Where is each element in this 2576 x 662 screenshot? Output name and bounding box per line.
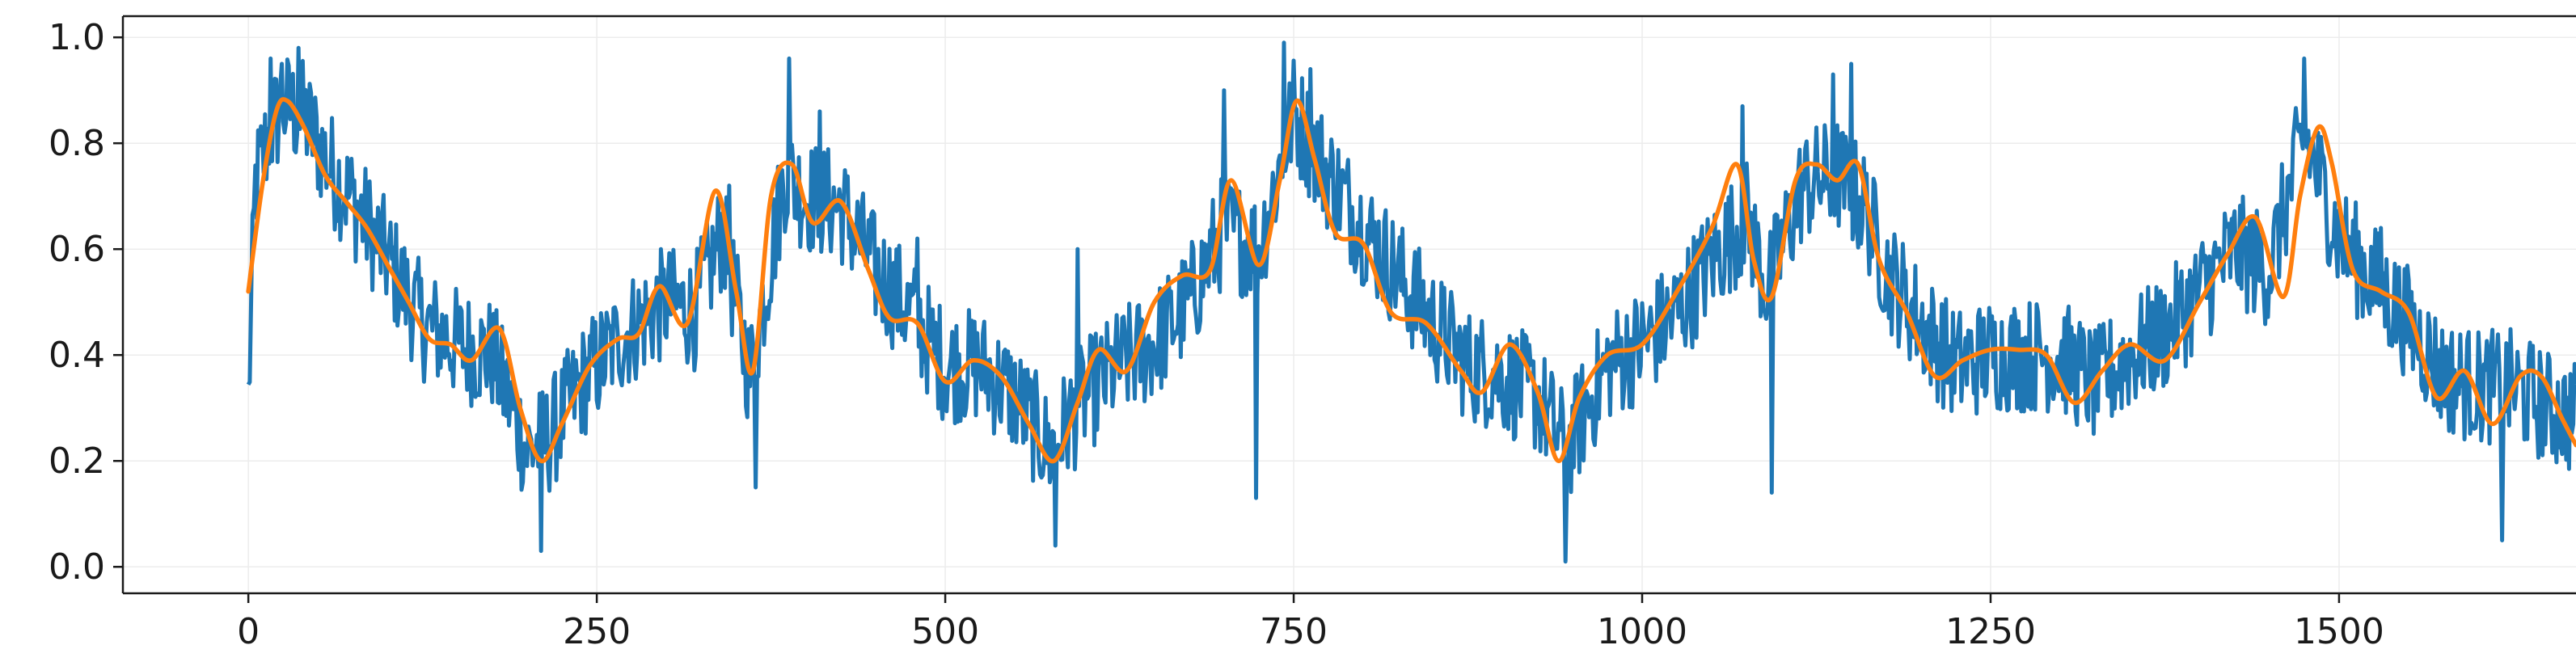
x-tick-label-750: 750 [1260, 611, 1328, 652]
smoothed-series-line [246, 97, 2576, 464]
y-tick-label-0.4: 0.4 [49, 335, 105, 376]
axes [121, 15, 2576, 595]
x-tick-label-0: 0 [237, 611, 260, 652]
y-tick-label-0.2: 0.2 [49, 441, 105, 482]
y-tick-label-0.8: 0.8 [49, 123, 105, 164]
x-tick-label-1500: 1500 [2294, 611, 2384, 652]
y-tick-label-1.0: 1.0 [49, 17, 105, 58]
x-tick-label-250: 250 [563, 611, 631, 652]
x-axis-ticks: 0 250 500 750 1000 1250 1500 [237, 593, 2384, 652]
raw-series [246, 40, 2576, 564]
y-tick-label-0.6: 0.6 [49, 229, 105, 270]
raw-series-line [246, 40, 2576, 564]
x-tick-label-1000: 1000 [1597, 611, 1687, 652]
y-tick-label-0.0: 0.0 [49, 546, 105, 588]
smoothed-series [246, 97, 2576, 464]
x-tick-label-500: 500 [911, 611, 979, 652]
y-axis-ticks: 0.0 0.2 0.4 0.6 0.8 1.0 [49, 17, 123, 588]
x-tick-label-1250: 1250 [1945, 611, 2036, 652]
